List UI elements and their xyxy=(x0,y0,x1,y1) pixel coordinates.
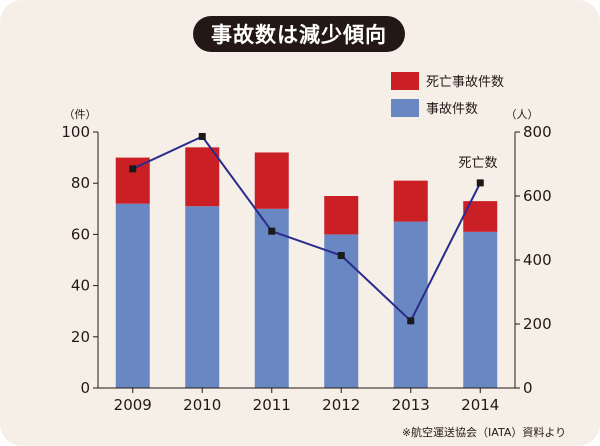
left-tick-label-0: 0 xyxy=(80,379,90,397)
legend-swatch-accidents xyxy=(391,99,419,117)
x-tick-label-2014: 2014 xyxy=(461,396,499,414)
right-tick-label-200: 200 xyxy=(523,315,552,333)
legend-swatch-fatal-accidents xyxy=(391,72,419,90)
left-tick-label-80: 80 xyxy=(71,174,90,192)
deaths-marker-2012 xyxy=(337,252,345,260)
source-note: ※航空運送協会（IATA）資料より xyxy=(402,425,566,439)
x-tick-label-2009: 2009 xyxy=(114,396,152,414)
bar-fatal-accidents-2013 xyxy=(393,180,428,222)
x-tick-label-2012: 2012 xyxy=(322,396,360,414)
deaths-marker-2009 xyxy=(129,165,137,173)
bar-fatal-accidents-2011 xyxy=(254,152,289,209)
deaths-marker-2011 xyxy=(268,227,276,235)
deaths-line-group xyxy=(129,132,484,325)
bars-group xyxy=(115,147,498,388)
bar-fatal-accidents-2010 xyxy=(185,147,220,207)
x-tick-label-2010: 2010 xyxy=(183,396,221,414)
bar-fatal-accidents-2009 xyxy=(115,157,150,204)
x-tick-label-2011: 2011 xyxy=(253,396,291,414)
bar-accidents-2009 xyxy=(115,203,150,388)
deaths-annotation: 死亡数 xyxy=(458,156,497,171)
left-tick-label-100: 100 xyxy=(61,123,90,141)
left-tick-label-60: 60 xyxy=(71,225,90,243)
left-tick-label-40: 40 xyxy=(71,277,90,295)
axes-group xyxy=(97,132,516,389)
bar-accidents-2013 xyxy=(393,221,428,388)
legend-label-accidents: 事故件数 xyxy=(426,102,478,117)
deaths-marker-2014 xyxy=(476,179,484,187)
bar-accidents-2012 xyxy=(324,234,359,388)
bar-accidents-2010 xyxy=(185,206,220,388)
right-tick-label-400: 400 xyxy=(523,251,552,269)
deaths-marker-2010 xyxy=(198,132,206,140)
right-tick-label-800: 800 xyxy=(523,123,552,141)
right-tick-label-600: 600 xyxy=(523,187,552,205)
ticks-group: 0 20 40 60 80 100 0 200 400 600 800 2009 2010 2011 201… xyxy=(61,123,551,414)
chart-title: 事故数は減少傾向 xyxy=(193,16,405,52)
legend-label-fatal-accidents: 死亡事故件数 xyxy=(426,75,504,90)
deaths-marker-2013 xyxy=(407,317,415,325)
left-axis-unit: （件） xyxy=(64,108,97,121)
bar-accidents-2014 xyxy=(463,231,498,388)
bar-accidents-2011 xyxy=(254,208,289,388)
right-axis-unit: （人） xyxy=(506,108,539,121)
x-tick-label-2013: 2013 xyxy=(392,396,430,414)
bar-fatal-accidents-2012 xyxy=(324,196,359,235)
deaths-line xyxy=(132,135,482,322)
right-tick-label-0: 0 xyxy=(523,379,533,397)
left-tick-label-20: 20 xyxy=(71,328,90,346)
